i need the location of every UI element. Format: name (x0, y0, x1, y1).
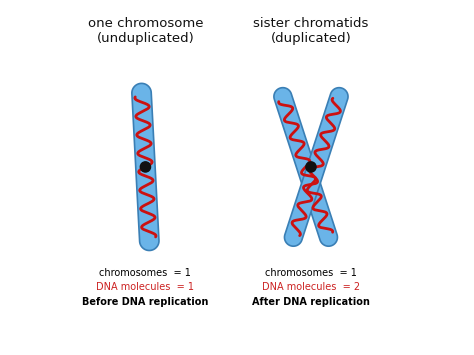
Circle shape (140, 162, 151, 172)
Text: chromosomes  = 1: chromosomes = 1 (265, 268, 357, 278)
Text: sister chromatids
(duplicated): sister chromatids (duplicated) (253, 17, 369, 45)
Polygon shape (284, 88, 348, 246)
Polygon shape (132, 83, 159, 251)
Text: one chromosome
(unduplicated): one chromosome (unduplicated) (88, 17, 203, 45)
Text: DNA molecules  = 1: DNA molecules = 1 (96, 282, 194, 293)
Text: After DNA replication: After DNA replication (252, 297, 370, 307)
Text: Before DNA replication: Before DNA replication (82, 297, 209, 307)
Text: DNA molecules  = 2: DNA molecules = 2 (262, 282, 360, 293)
Text: chromosomes  = 1: chromosomes = 1 (100, 268, 191, 278)
Circle shape (306, 162, 316, 172)
Polygon shape (274, 88, 337, 246)
